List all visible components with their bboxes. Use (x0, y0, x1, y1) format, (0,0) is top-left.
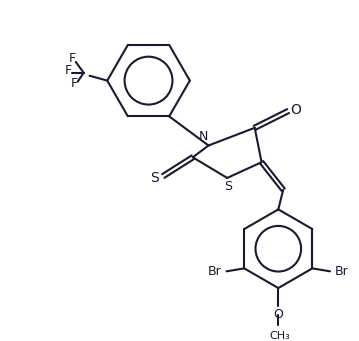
Text: O: O (290, 103, 302, 117)
Text: S: S (224, 180, 232, 193)
Text: S: S (150, 171, 159, 185)
Text: O: O (273, 308, 283, 321)
Text: F: F (64, 64, 71, 77)
Text: N: N (199, 130, 208, 143)
Text: F: F (70, 77, 78, 90)
Text: F: F (68, 53, 75, 65)
Text: CH₃: CH₃ (269, 331, 290, 341)
Text: Br: Br (208, 265, 222, 278)
Text: Br: Br (335, 265, 349, 278)
